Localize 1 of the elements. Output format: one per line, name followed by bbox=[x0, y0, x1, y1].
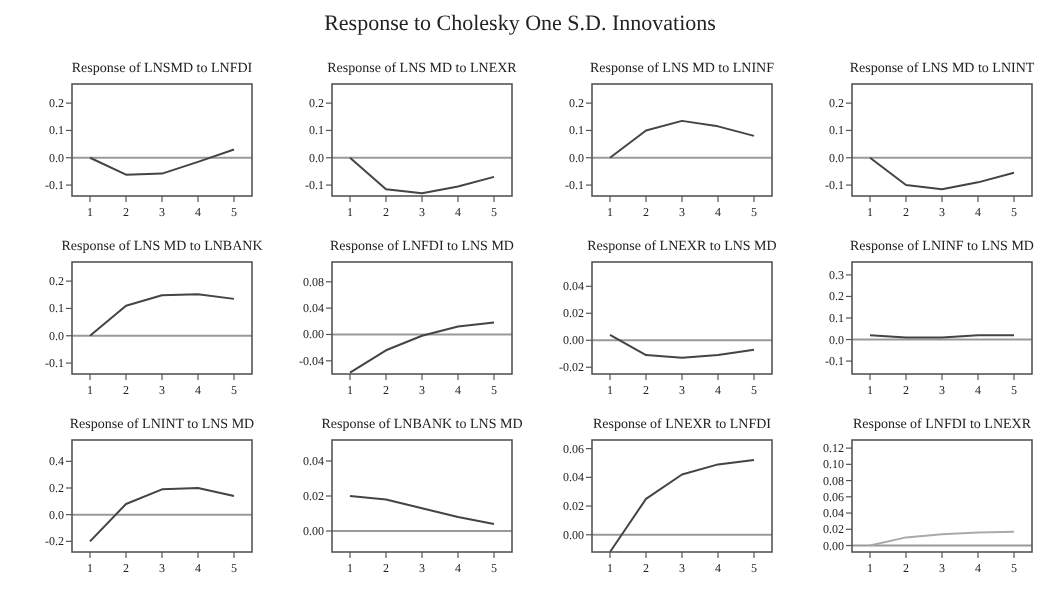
text: Response to Cholesky One S.D. Innovations bbox=[324, 12, 716, 36]
